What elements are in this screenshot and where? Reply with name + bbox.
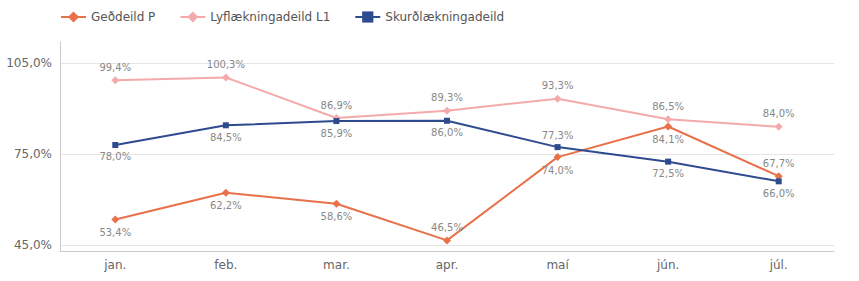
svg-text:Lyflækningadeild L1: Lyflækningadeild L1 [210,10,330,24]
svg-text:jan.: jan. [103,258,126,272]
svg-text:86,9%: 86,9% [321,100,353,111]
svg-text:89,3%: 89,3% [431,92,463,103]
svg-text:júl.: júl. [769,258,788,272]
svg-text:jún.: jún. [656,258,679,272]
svg-text:84,0%: 84,0% [763,108,795,119]
svg-text:mar.: mar. [323,258,350,272]
svg-text:105,0%: 105,0% [6,56,52,70]
svg-text:100,3%: 100,3% [207,59,245,70]
svg-text:67,7%: 67,7% [763,158,795,169]
svg-text:75,0%: 75,0% [14,147,52,161]
svg-text:72,5%: 72,5% [652,168,684,179]
svg-text:93,3%: 93,3% [542,80,574,91]
svg-text:84,1%: 84,1% [652,134,684,145]
svg-text:84,5%: 84,5% [210,132,242,143]
svg-text:62,2%: 62,2% [210,200,242,211]
svg-text:78,0%: 78,0% [99,151,131,162]
svg-text:86,0%: 86,0% [431,127,463,138]
svg-text:Geðdeild P: Geðdeild P [91,10,155,24]
svg-text:86,5%: 86,5% [652,101,684,112]
svg-text:74,0%: 74,0% [542,165,574,176]
svg-text:85,9%: 85,9% [321,128,353,139]
svg-text:66,0%: 66,0% [763,188,795,199]
svg-text:77,3%: 77,3% [542,130,574,141]
svg-text:apr.: apr. [436,258,459,272]
svg-text:58,6%: 58,6% [321,211,353,222]
svg-text:53,4%: 53,4% [99,227,131,238]
svg-text:Skurðlækningadeild: Skurðlækningadeild [385,10,504,24]
svg-text:45,0%: 45,0% [14,238,52,252]
svg-text:feb.: feb. [214,258,237,272]
svg-text:46,5%: 46,5% [431,222,463,233]
svg-text:maí: maí [546,258,569,272]
svg-text:99,4%: 99,4% [99,62,131,73]
